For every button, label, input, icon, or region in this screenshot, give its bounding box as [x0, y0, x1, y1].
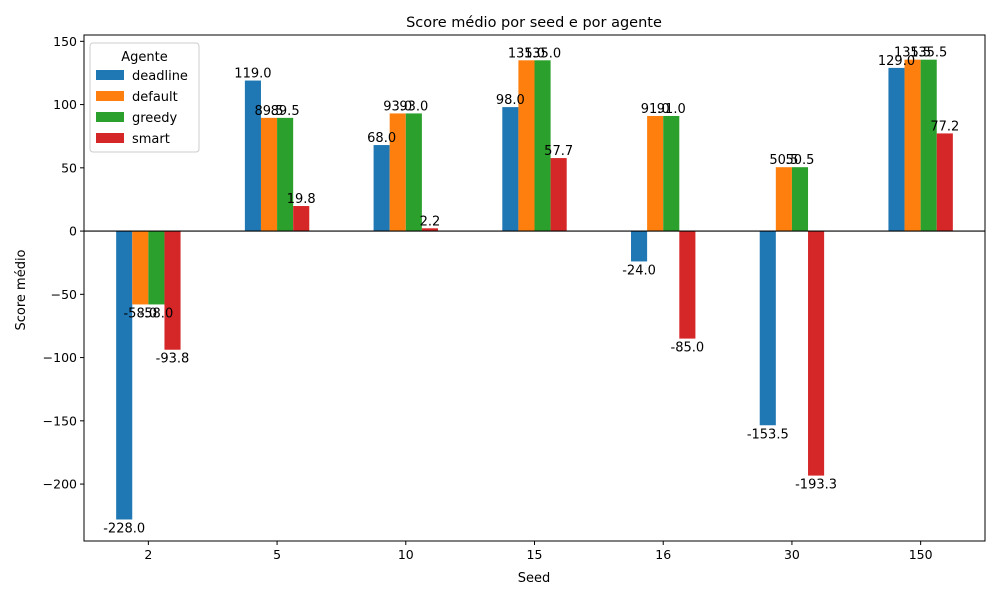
plot-frame: [83, 34, 986, 542]
legend-swatch-default: [96, 91, 124, 101]
bar-label-deadline-150: 129.0: [878, 54, 915, 69]
bar-label-deadline-5: 119.0: [234, 67, 271, 82]
bar-label-smart-5: 19.8: [287, 192, 316, 207]
bar-smart-2: [164, 231, 181, 350]
bar-label-smart-2: -93.8: [156, 352, 190, 367]
bar-label-greedy-150: 135.5: [910, 46, 947, 61]
x-tick-label: 15: [527, 547, 543, 562]
bar-deadline-10: [373, 145, 390, 232]
bar-label-deadline-30: -153.5: [747, 427, 789, 442]
x-tick-label: 2: [144, 547, 152, 562]
y-tick-label: −150: [43, 413, 77, 428]
bar-label-greedy-16: 91.0: [657, 102, 686, 117]
x-tick-label: 5: [273, 547, 281, 562]
bar-label-smart-10: 2.2: [420, 214, 441, 229]
bar-smart-16: [679, 231, 696, 339]
bar-label-deadline-10: 68.0: [367, 131, 396, 146]
legend-swatch-greedy: [96, 112, 124, 122]
bar-default-150: [904, 59, 921, 232]
y-tick-label: −50: [51, 287, 77, 302]
bar-deadline-16: [631, 231, 648, 262]
legend-title: Agente: [121, 50, 167, 65]
legend: Agente deadline default greedy smart: [89, 42, 200, 153]
bar-default-5: [260, 117, 278, 232]
bar-smart-5: [293, 206, 310, 232]
y-tick-label: 100: [53, 97, 77, 112]
bar-label-smart-15: 57.7: [544, 144, 573, 159]
legend-label-deadline: deadline: [132, 69, 188, 84]
x-tick-label: 150: [909, 547, 933, 562]
bar-label-greedy-30: 50.5: [786, 153, 815, 168]
legend-label-default: default: [132, 90, 178, 105]
x-tick-label: 10: [398, 547, 414, 562]
bar-label-greedy-2: -58.0: [140, 306, 174, 321]
x-axis-ticks: 2 5 10 15 16 30 150: [144, 541, 933, 562]
bar-label-default-10: 93.0: [383, 99, 412, 114]
bar-smart-30: [808, 231, 825, 476]
bar-labels-group: -228.0 119.0 68.0 98.0 -24.0 -153.5 129.0 -58.0…: [103, 46, 959, 537]
bar-label-deadline-2: -228.0: [103, 521, 145, 536]
bar-label-greedy-5: 89.5: [271, 104, 300, 119]
y-tick-label: 0: [69, 224, 77, 239]
bar-greedy-15: [534, 60, 551, 232]
bars-group: [116, 59, 953, 520]
bar-label-smart-150: 77.2: [930, 119, 959, 134]
bar-deadline-30: [759, 231, 776, 426]
bar-default-15: [518, 60, 535, 232]
bar-label-default-2: -58.0: [123, 306, 157, 321]
bar-label-smart-16: -85.0: [671, 341, 705, 356]
bar-default-2: [132, 231, 149, 305]
bar-label-deadline-15: 98.0: [496, 93, 525, 108]
y-tick-label: 50: [61, 160, 77, 175]
bar-deadline-2: [116, 231, 133, 520]
bar-label-greedy-15: 135.0: [524, 46, 561, 61]
bar-greedy-150: [920, 59, 937, 232]
chart-title: Score médio por seed e por agente: [406, 15, 662, 31]
bar-greedy-2: [148, 231, 165, 305]
bar-deadline-15: [502, 107, 519, 232]
y-tick-label: 150: [53, 34, 77, 49]
x-tick-label: 30: [784, 547, 800, 562]
y-tick-label: −100: [43, 350, 77, 365]
legend-swatch-deadline: [96, 70, 124, 80]
bar-smart-10: [421, 228, 438, 232]
bar-deadline-5: [244, 80, 261, 232]
bar-greedy-10: [405, 113, 422, 232]
bar-label-default-16: 91.0: [641, 102, 670, 117]
bar-greedy-5: [277, 117, 294, 232]
bar-label-default-30: 50.5: [769, 153, 798, 168]
bar-label-deadline-16: -24.0: [622, 263, 656, 278]
y-axis-label: Score médio: [14, 249, 29, 330]
legend-label-smart: smart: [132, 132, 170, 147]
bar-label-greedy-10: 93.0: [399, 99, 428, 114]
bar-deadline-150: [888, 67, 905, 232]
bar-label-smart-30: -193.3: [795, 478, 837, 493]
bar-default-30: [775, 167, 792, 232]
legend-items: deadline default greedy smart: [96, 69, 188, 147]
x-axis-label: Seed: [518, 571, 551, 586]
x-tick-label: 16: [655, 547, 671, 562]
bar-smart-15: [550, 158, 567, 232]
bar-label-default-5: 89.5: [255, 104, 284, 119]
bar-default-10: [389, 113, 406, 232]
bar-default-16: [647, 115, 664, 232]
bar-label-default-15: 135.0: [508, 46, 545, 61]
legend-label-greedy: greedy: [132, 111, 178, 126]
legend-swatch-smart: [96, 133, 124, 143]
bar-greedy-16: [663, 115, 680, 232]
bar-greedy-30: [791, 167, 809, 232]
bar-smart-150: [936, 133, 953, 232]
bar-label-default-150: 135.5: [894, 46, 931, 61]
y-axis-ticks: −200 −150 −100 −50 0 50 100 150: [43, 34, 84, 492]
y-tick-label: −200: [43, 477, 77, 492]
